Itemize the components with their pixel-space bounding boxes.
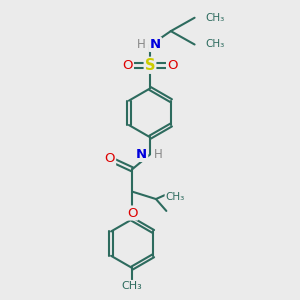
Text: CH₃: CH₃ [122,281,142,291]
Text: H: H [154,148,163,161]
Text: N: N [150,38,161,51]
Text: CH₃: CH₃ [166,192,185,202]
Text: O: O [167,59,178,72]
Text: O: O [105,152,115,165]
Text: S: S [145,58,155,73]
Text: CH₃: CH₃ [205,13,224,23]
Text: CH₃: CH₃ [205,40,224,50]
Text: O: O [122,59,133,72]
Text: O: O [127,206,137,220]
Text: H: H [137,38,146,51]
Text: N: N [136,148,147,161]
